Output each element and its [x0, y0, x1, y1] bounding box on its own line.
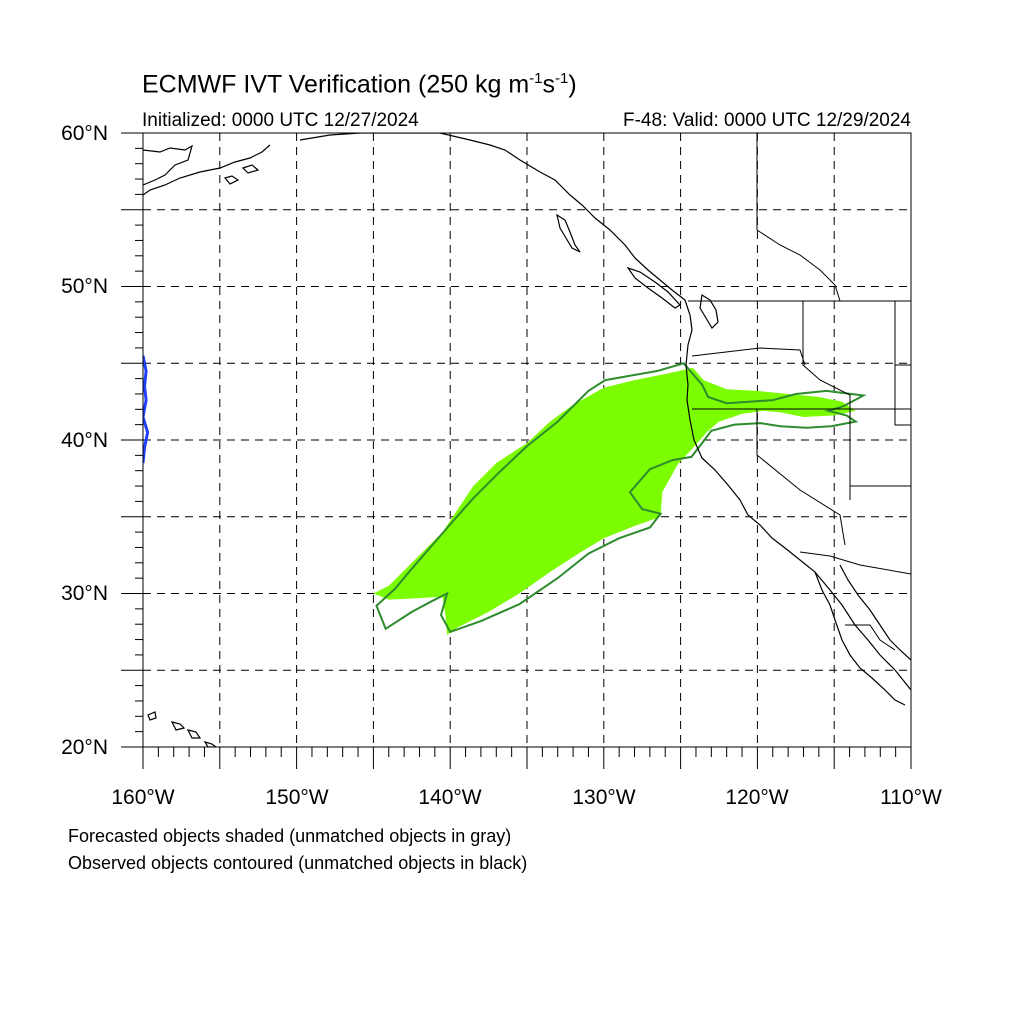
observed-object-contour	[375, 362, 867, 634]
haida-gwaii	[556, 213, 581, 253]
alaska-islands	[223, 164, 260, 185]
coastlines	[143, 133, 911, 747]
canada-province-border	[756, 133, 841, 302]
california-nevada-border	[756, 409, 846, 546]
mexico-state-border	[845, 624, 896, 651]
wyoming-border	[894, 365, 911, 426]
arizona-mexico-border	[799, 551, 911, 575]
lat-label-40n: 40°N	[61, 429, 108, 452]
footer-observed-note: Observed objects contoured (unmatched ob…	[68, 853, 528, 873]
chart-title: ECMWF IVT Verification (250 kg m-1s-1)	[142, 70, 577, 99]
lat-label-50n: 50°N	[61, 275, 108, 298]
gulf-of-alaska-coastline	[299, 133, 693, 366]
vancouver-island	[626, 266, 681, 309]
initialized-label: Initialized: 0000 UTC 12/27/2024	[142, 110, 419, 131]
washington-oregon-border	[691, 347, 806, 366]
lat-label-60n: 60°N	[61, 122, 108, 145]
lon-label-150w: 150°W	[265, 786, 329, 809]
secondary-observed-contour	[143, 355, 150, 464]
political-borders	[688, 133, 911, 651]
lat-label-30n: 30°N	[61, 582, 108, 605]
lat-label-20n: 20°N	[61, 736, 108, 759]
gulf-of-california	[839, 564, 911, 661]
lon-label-110w: 110°W	[880, 786, 942, 809]
puget-sound	[699, 294, 719, 329]
idaho-border	[802, 301, 851, 409]
baja-california	[814, 571, 906, 706]
graticule	[143, 133, 911, 747]
hawaii-islands	[147, 711, 217, 747]
lon-label-130w: 130°W	[572, 786, 636, 809]
lon-label-120w: 120°W	[725, 786, 789, 809]
axis-ticks	[121, 132, 912, 769]
footer-forecast-note: Forecasted objects shaded (unmatched obj…	[68, 826, 512, 846]
forecast-object	[373, 367, 856, 635]
alaska-peninsula-coastline	[143, 144, 271, 196]
alaska-coastline	[143, 144, 193, 186]
lon-label-140w: 140°W	[418, 786, 482, 809]
lon-label-160w: 160°W	[111, 786, 175, 809]
valid-time-label: F-48: Valid: 0000 UTC 12/29/2024	[623, 110, 911, 131]
us-west-coastline	[685, 364, 911, 691]
montana-border	[894, 301, 911, 366]
